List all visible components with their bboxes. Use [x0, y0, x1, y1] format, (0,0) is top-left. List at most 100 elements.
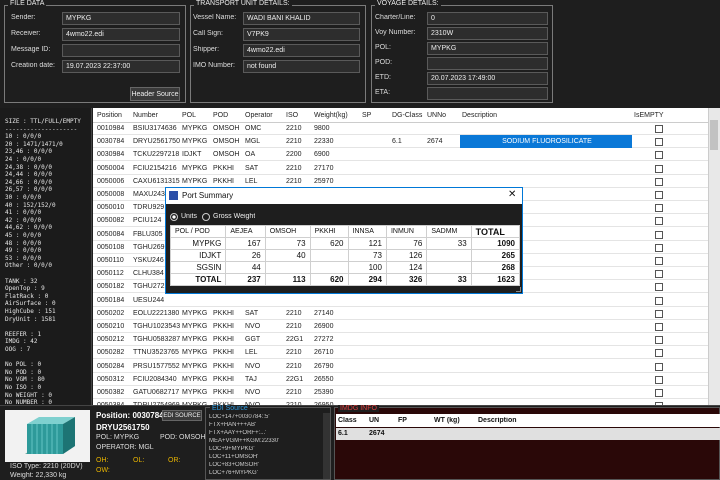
is-empty-checkbox[interactable]	[655, 191, 663, 199]
column-header[interactable]: Description	[462, 112, 498, 119]
summary-line: 24,44 : 0/0/0	[5, 171, 52, 179]
is-empty-checkbox[interactable]	[655, 177, 663, 186]
table-cell: 22G1	[286, 375, 304, 383]
pol-label: POL: MYPKG	[96, 434, 140, 441]
imdg-row[interactable]	[336, 428, 720, 440]
text-input[interactable]: WADI BANI KHALID	[243, 12, 360, 25]
is-empty-checkbox[interactable]	[655, 164, 663, 173]
table-cell: OMSOH	[213, 125, 240, 132]
table-row[interactable]	[93, 320, 708, 333]
table-cell: CLHU384	[133, 270, 164, 278]
table-cell: 0050008	[97, 191, 125, 198]
summary-row: TOTAL 237 113 620 294 326 33 1623	[170, 273, 520, 286]
table-row[interactable]	[93, 333, 708, 347]
imdg-column-header[interactable]: Class	[338, 417, 357, 424]
text-input[interactable]	[427, 87, 548, 100]
edi-line: MEA+VGM++KGM:22330'	[209, 438, 280, 444]
table-cell: 0050006	[97, 177, 125, 185]
is-empty-checkbox[interactable]	[655, 296, 663, 305]
table-row[interactable]	[93, 346, 708, 360]
scroll-thumb[interactable]	[710, 120, 718, 150]
column-header[interactable]: Number	[133, 112, 158, 119]
column-header[interactable]: IsEMPTY	[634, 112, 664, 119]
text-input[interactable]: MYPKG	[427, 42, 548, 55]
text-input[interactable]: 4wmo22.edi	[62, 28, 180, 41]
is-empty-checkbox[interactable]	[655, 323, 663, 331]
text-input[interactable]: 0	[427, 12, 548, 25]
table-cell: PRSU1577552	[133, 362, 180, 370]
summary-line: OOG : 7	[5, 346, 31, 353]
column-header[interactable]: SP	[362, 112, 372, 119]
radio-label[interactable]: Units	[181, 213, 197, 220]
imdg-column-header[interactable]: WT (kg)	[434, 417, 460, 424]
radio-button[interactable]	[170, 213, 178, 221]
imdg-column-header[interactable]: Description	[478, 417, 517, 424]
is-empty-checkbox[interactable]	[655, 217, 663, 226]
is-empty-checkbox[interactable]	[655, 362, 663, 371]
table-cell: 26710	[314, 349, 334, 357]
text-input[interactable]: 20.07.2023 17:49:00	[427, 72, 548, 85]
column-header[interactable]: Weight(kg)	[314, 112, 348, 119]
summary-line: 24,66 : 0/0/0	[5, 178, 52, 186]
table-row[interactable]	[93, 360, 708, 373]
radio-label[interactable]: Gross Weight	[213, 213, 256, 220]
column-header[interactable]: Operator	[245, 112, 273, 119]
table-cell: IDJKT	[182, 151, 202, 159]
table-cell: 2210	[286, 125, 302, 132]
is-empty-checkbox[interactable]	[655, 257, 663, 265]
is-empty-checkbox[interactable]	[655, 230, 663, 239]
table-row[interactable]	[93, 294, 708, 307]
is-empty-checkbox[interactable]	[655, 389, 663, 397]
table-cell: 2210	[286, 164, 302, 172]
summary-line: TANK : 32	[5, 277, 38, 285]
text-input[interactable]: 4wmo22.edi	[243, 44, 360, 57]
table-cell: 27272	[314, 336, 334, 344]
field-label: Sender:	[11, 14, 36, 21]
text-input[interactable]: not found	[243, 60, 360, 73]
column-header[interactable]: POD	[213, 112, 229, 119]
table-row[interactable]	[93, 386, 708, 399]
text-input[interactable]: 2310W	[427, 27, 548, 40]
is-empty-checkbox[interactable]	[655, 204, 663, 213]
table-cell: LEL	[245, 177, 258, 185]
is-empty-checkbox[interactable]	[655, 151, 663, 160]
table-row[interactable]	[93, 162, 708, 175]
v-scrollbar[interactable]	[708, 108, 720, 405]
imdg-column-header[interactable]: UN	[369, 417, 380, 424]
text-input[interactable]: MYPKG	[62, 12, 180, 25]
text-input[interactable]	[427, 57, 548, 70]
column-header[interactable]: DG-Class	[392, 112, 423, 119]
radio-button[interactable]	[202, 213, 210, 221]
text-input[interactable]: 19.07.2023 22:37:00	[62, 60, 180, 73]
column-header[interactable]: ISO	[286, 112, 299, 119]
table-row[interactable]	[93, 135, 708, 149]
summary-line: FlatRack : 0	[5, 292, 49, 300]
is-empty-checkbox[interactable]	[655, 138, 663, 147]
column-header[interactable]: Position	[97, 112, 122, 119]
table-row[interactable]	[93, 373, 708, 386]
edi-source-button[interactable]: EDI SOURCE	[162, 410, 202, 421]
is-empty-checkbox[interactable]	[655, 349, 663, 358]
field-label: ETA:	[375, 89, 391, 96]
is-empty-checkbox[interactable]	[655, 243, 663, 252]
header-source-button[interactable]: Header Source	[130, 87, 180, 101]
summary-line: No VGM : 80	[5, 376, 45, 384]
imdg-column-header[interactable]: FP	[398, 417, 407, 424]
table-row[interactable]	[93, 148, 708, 162]
is-empty-checkbox[interactable]	[655, 336, 663, 345]
is-empty-checkbox[interactable]	[655, 270, 663, 279]
column-header[interactable]: POL	[182, 112, 197, 119]
column-header[interactable]: UNNo	[427, 112, 447, 119]
text-input[interactable]	[62, 44, 180, 57]
close-button[interactable]: ✕	[508, 189, 517, 200]
is-empty-checkbox[interactable]	[655, 283, 663, 292]
table-row[interactable]	[93, 307, 708, 320]
is-empty-checkbox[interactable]	[655, 125, 663, 133]
is-empty-checkbox[interactable]	[655, 375, 663, 384]
text-input[interactable]: V7PK9	[243, 28, 360, 41]
table-row[interactable]	[93, 122, 708, 135]
summary-line: HighCube : 151	[5, 308, 56, 315]
edi-scrollbar[interactable]	[323, 413, 330, 479]
summary-line: 30 : 0/0/0	[5, 194, 42, 201]
is-empty-checkbox[interactable]	[655, 309, 663, 318]
